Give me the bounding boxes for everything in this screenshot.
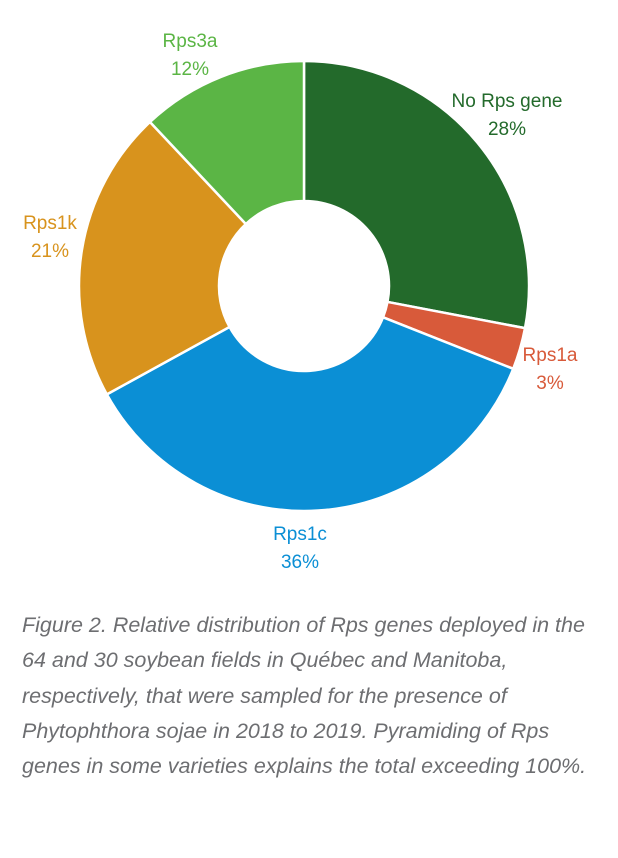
slice-no-rps-gene bbox=[302, 59, 531, 330]
slice-percent-label: 21% bbox=[31, 241, 69, 262]
slice-percent-label: 36% bbox=[281, 552, 319, 573]
slice-rps1c bbox=[105, 315, 515, 513]
slice-rps1k bbox=[77, 120, 248, 397]
slice-label: Rps3a bbox=[163, 31, 218, 52]
slice-label: Rps1c bbox=[273, 524, 327, 545]
slice-percent-label: 28% bbox=[488, 119, 526, 140]
slice-percent-label: 3% bbox=[536, 373, 564, 394]
slice-rps3a bbox=[148, 59, 306, 226]
slice-label: Rps1a bbox=[523, 345, 578, 366]
slice-label: No Rps gene bbox=[452, 91, 563, 112]
figure-caption: Figure 2. Relative distribution of Rps g… bbox=[22, 613, 587, 779]
donut-chart: No Rps gene 28% Rps1a 3% Rps1c 36% Rps1k 21% Rps… bbox=[23, 31, 578, 573]
slice-percent-label: 12% bbox=[171, 59, 209, 80]
slice-label: Rps1k bbox=[23, 213, 77, 234]
